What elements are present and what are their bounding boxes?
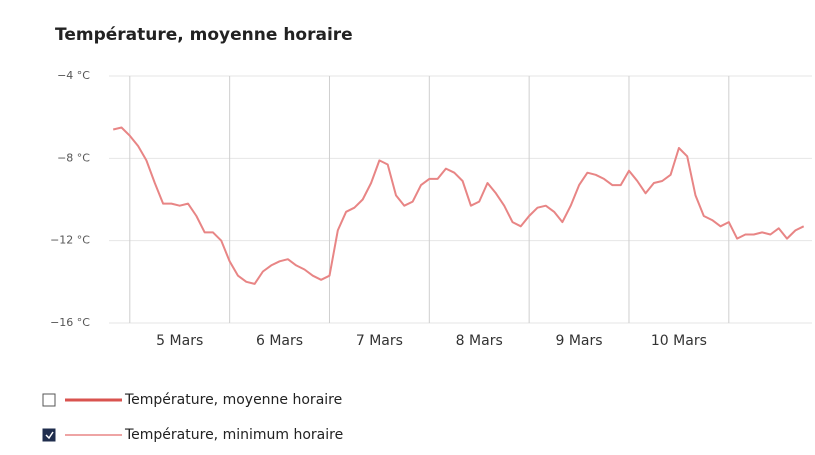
checkmark bbox=[45, 431, 54, 440]
legend-label[interactable]: Température, moyenne horaire bbox=[124, 392, 342, 408]
legend-checkbox[interactable] bbox=[42, 393, 56, 407]
x-tick-label: 9 Mars bbox=[556, 333, 603, 349]
chart-title: Température, moyenne horaire bbox=[55, 25, 353, 45]
x-tick-label: 7 Mars bbox=[356, 333, 403, 349]
y-tick-label: −16 °C bbox=[50, 316, 90, 329]
y-tick-label: −8 °C bbox=[57, 151, 90, 164]
legend-checkbox[interactable] bbox=[42, 428, 56, 442]
legend-label[interactable]: Température, minimum horaire bbox=[124, 427, 343, 443]
x-tick-label: 5 Mars bbox=[156, 333, 203, 349]
y-tick-label: −12 °C bbox=[50, 234, 90, 247]
x-tick-label: 10 Mars bbox=[651, 333, 707, 349]
x-tick-label: 8 Mars bbox=[456, 333, 503, 349]
series-line bbox=[112, 126, 805, 285]
y-tick-label: −4 °C bbox=[57, 69, 90, 82]
x-tick-label: 6 Mars bbox=[256, 333, 303, 349]
